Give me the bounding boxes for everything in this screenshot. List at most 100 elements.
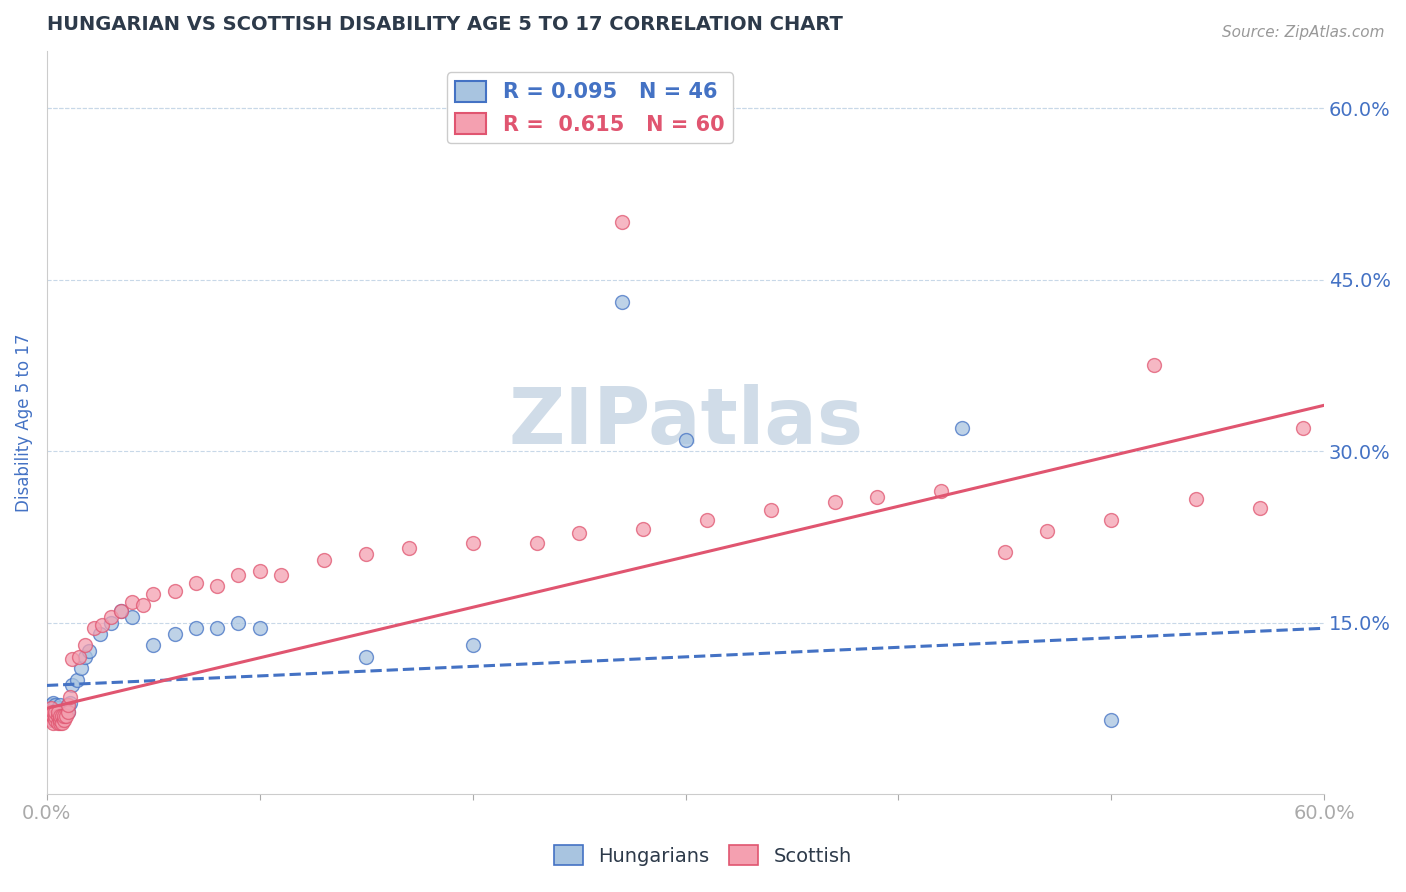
Point <box>38 705 60 719</box>
Point <box>866 490 889 504</box>
Text: ZIPatlas: ZIPatlas <box>508 384 863 460</box>
Point <box>39 705 62 719</box>
Point <box>56 698 79 712</box>
Point <box>131 599 153 613</box>
Point <box>39 713 62 727</box>
Point <box>39 706 62 721</box>
Point <box>39 701 62 715</box>
Point <box>142 639 165 653</box>
Point <box>48 713 70 727</box>
Point <box>249 621 271 635</box>
Point <box>163 627 186 641</box>
Point <box>44 709 66 723</box>
Point <box>51 709 73 723</box>
Point <box>75 649 97 664</box>
Point <box>184 575 207 590</box>
Point <box>1099 513 1122 527</box>
Point <box>91 617 114 632</box>
Point <box>461 535 484 549</box>
Point <box>38 706 60 721</box>
Point <box>610 215 633 229</box>
Point <box>228 615 250 630</box>
Point <box>610 295 633 310</box>
Point <box>354 649 377 664</box>
Legend: Hungarians, Scottish: Hungarians, Scottish <box>546 838 860 873</box>
Point <box>44 709 66 723</box>
Point <box>1099 713 1122 727</box>
Point <box>1292 421 1315 435</box>
Point <box>51 706 73 721</box>
Point <box>568 526 591 541</box>
Point <box>461 639 484 653</box>
Point <box>62 678 84 692</box>
Point <box>59 690 82 704</box>
Point <box>950 421 973 435</box>
Point <box>46 701 69 715</box>
Point <box>824 495 846 509</box>
Point <box>1185 491 1208 506</box>
Point <box>52 709 75 723</box>
Point <box>44 705 66 719</box>
Point <box>398 541 420 556</box>
Point <box>46 713 69 727</box>
Point <box>228 567 250 582</box>
Point <box>38 709 60 723</box>
Point <box>89 627 111 641</box>
Point <box>55 709 77 723</box>
Point <box>52 709 75 723</box>
Point <box>56 705 79 719</box>
Point <box>42 713 65 727</box>
Point <box>631 522 654 536</box>
Point <box>46 716 69 731</box>
Point <box>142 587 165 601</box>
Point <box>42 709 65 723</box>
Text: HUNGARIAN VS SCOTTISH DISABILITY AGE 5 TO 17 CORRELATION CHART: HUNGARIAN VS SCOTTISH DISABILITY AGE 5 T… <box>46 15 842 34</box>
Point <box>42 716 65 731</box>
Point <box>66 673 89 687</box>
Point <box>205 621 228 635</box>
Point <box>354 547 377 561</box>
Point <box>44 713 66 727</box>
Point <box>48 705 70 719</box>
Point <box>110 604 132 618</box>
Point <box>48 709 70 723</box>
Point <box>79 644 101 658</box>
Point <box>249 564 271 578</box>
Point <box>51 713 73 727</box>
Point <box>48 698 70 712</box>
Point <box>100 610 122 624</box>
Point <box>1036 524 1059 538</box>
Point <box>994 544 1017 558</box>
Point <box>48 709 70 723</box>
Point <box>526 535 548 549</box>
Point <box>121 595 143 609</box>
Point <box>44 698 66 712</box>
Point <box>1143 359 1166 373</box>
Point <box>675 433 697 447</box>
Point <box>42 696 65 710</box>
Point <box>163 583 186 598</box>
Point <box>696 513 718 527</box>
Point <box>42 705 65 719</box>
Point <box>1249 501 1271 516</box>
Text: Source: ZipAtlas.com: Source: ZipAtlas.com <box>1222 25 1385 40</box>
Point <box>48 716 70 731</box>
Point <box>46 706 69 721</box>
Point <box>184 621 207 635</box>
Point <box>759 503 782 517</box>
Point <box>55 706 77 721</box>
Point <box>270 567 292 582</box>
Point <box>42 705 65 719</box>
Point <box>929 484 952 499</box>
Point <box>42 709 65 723</box>
Point <box>52 713 75 727</box>
Point <box>52 705 75 719</box>
Point <box>51 716 73 731</box>
Y-axis label: Disability Age 5 to 17: Disability Age 5 to 17 <box>15 334 32 512</box>
Point <box>62 652 84 666</box>
Point <box>56 698 79 712</box>
Point <box>46 705 69 719</box>
Point <box>70 661 93 675</box>
Point <box>205 579 228 593</box>
Point <box>39 709 62 723</box>
